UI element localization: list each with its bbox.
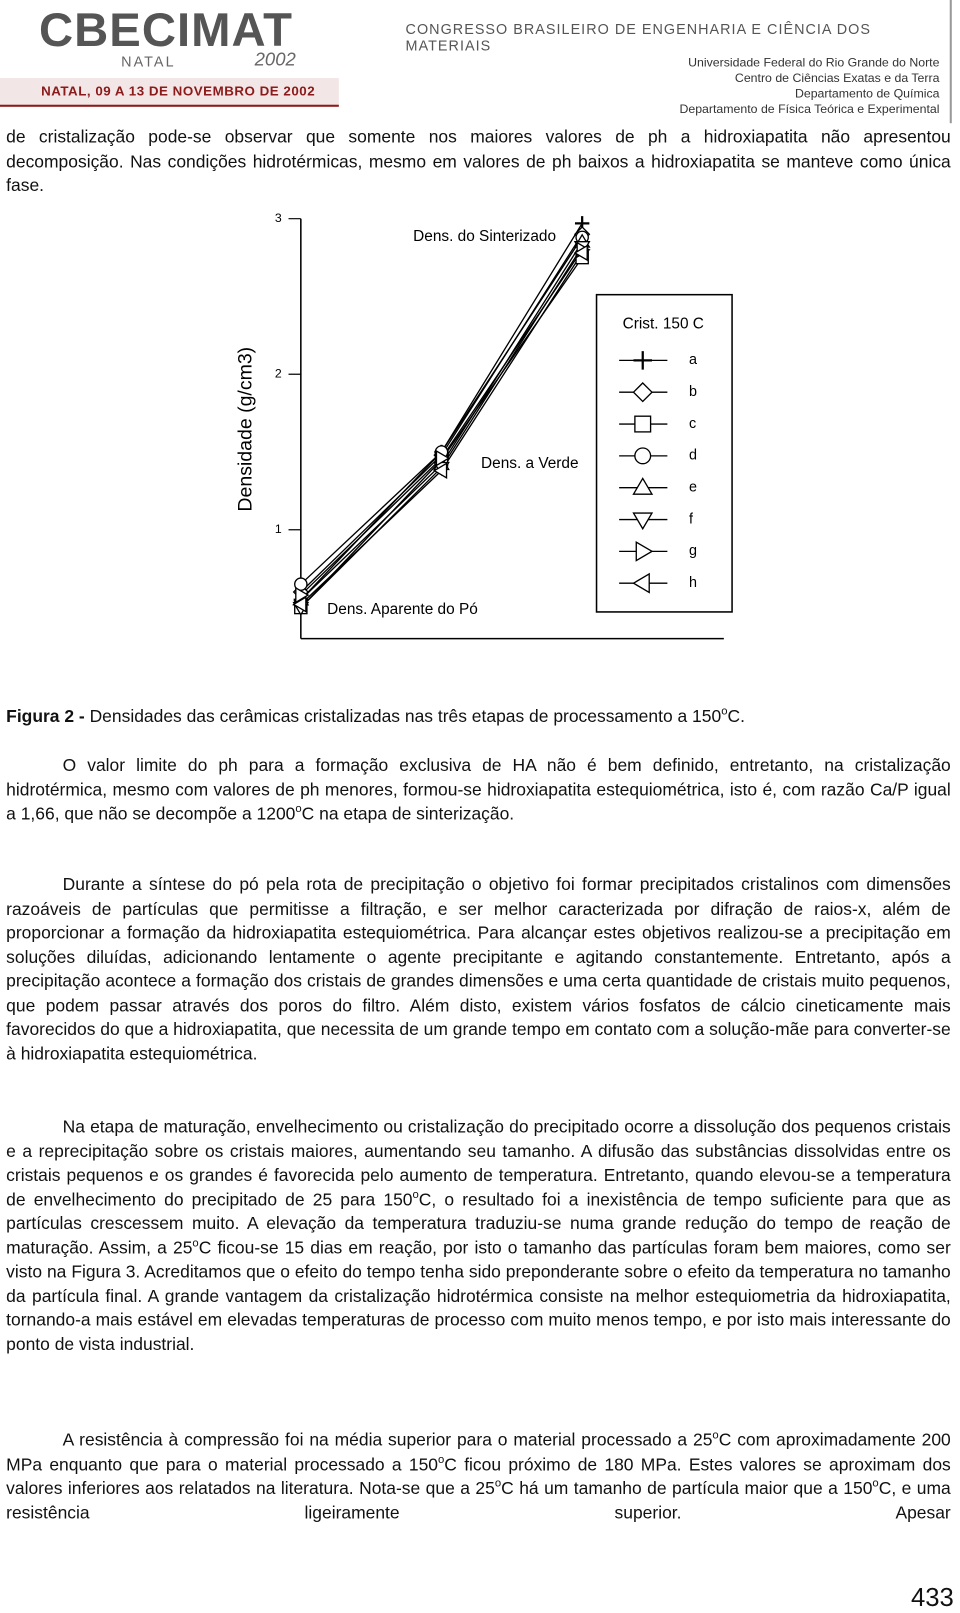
- y-axis-label: Densidade (g/cm3): [235, 347, 257, 512]
- institution-line: Centro de Ciências Exatas e da Terra: [734, 70, 940, 86]
- legend-label: b: [689, 384, 697, 400]
- date-band: [0, 78, 339, 107]
- y-tick-label: 3: [275, 211, 282, 225]
- logo: CBECIMAT: [39, 3, 293, 57]
- legend-label: d: [689, 448, 697, 464]
- data-point: [435, 449, 451, 467]
- text-run: Durante a síntese do pó pela rota de pre…: [6, 874, 951, 1064]
- legend-title: Crist. 150 C: [623, 316, 704, 333]
- stage-annotation: Dens. do Sinterizado: [413, 228, 556, 245]
- series-line: [300, 241, 583, 601]
- logo-city: NATAL: [121, 53, 176, 70]
- legend-marker: [634, 447, 652, 465]
- data-point: [573, 244, 588, 262]
- superscript: o: [494, 1477, 502, 1490]
- stage-annotation: Dens. Aparente do Pó: [327, 601, 478, 618]
- paragraph: de cristalização pode-se observar que so…: [6, 125, 951, 197]
- superscript: o: [412, 1188, 419, 1201]
- legend-marker: [633, 351, 652, 370]
- institution: Universidade Federal do Rio Grande do No…: [679, 55, 939, 117]
- superscript: o: [438, 1453, 445, 1466]
- legend-box: [595, 293, 733, 613]
- series-line: [300, 236, 583, 585]
- text-run: C ficou próximo de 180 MPa. Estes valore…: [6, 1454, 951, 1499]
- text-run: Densidades das cerâmicas cristalizadas n…: [84, 706, 722, 726]
- legend-label: f: [689, 511, 694, 527]
- legend-label: g: [689, 543, 697, 559]
- text-run: C há um tamanho de partícula maior que a…: [501, 1478, 873, 1499]
- data-point: [292, 596, 307, 613]
- header-rule: [949, 0, 952, 124]
- text-run: A resistência à compressão foi na média …: [62, 1430, 713, 1450]
- page-number: 433: [911, 1583, 954, 1612]
- congress-title: CONGRESSO BRASILEIRO DE ENGENHARIA E CIÊ…: [405, 20, 872, 54]
- paragraph: A resistência à compressão foi na média …: [6, 1428, 951, 1525]
- series-line: [300, 223, 583, 601]
- text-run: C, e uma resistência ligeiramente superi…: [6, 1478, 951, 1523]
- header: CBECIMAT NATAL 2002 NATAL, 09 A 13 DE NO…: [0, 0, 960, 125]
- legend-marker: [632, 382, 653, 403]
- legend-marker: [632, 477, 654, 495]
- superscript: o: [295, 802, 302, 816]
- text-run: de cristalização pode-se observar que so…: [6, 127, 951, 196]
- legend-label: h: [689, 575, 697, 591]
- legend-marker: [632, 572, 650, 594]
- caption-label: Figura 2 -: [6, 706, 85, 726]
- figure-caption: Figura 2 - Densidades das cerâmicas cris…: [6, 704, 951, 728]
- logo-year: 2002: [254, 49, 296, 70]
- superscript: o: [192, 1236, 199, 1250]
- text-run: C com aproximadamente 200 MPa enquanto q…: [6, 1430, 951, 1474]
- congress-dates: NATAL, 09 A 13 DE NOVEMBRO DE 2002: [41, 83, 316, 99]
- superscript: o: [721, 705, 728, 718]
- legend-label: a: [689, 352, 697, 368]
- superscript: o: [712, 1429, 719, 1442]
- paragraph: Durante a síntese do pó pela rota de pre…: [6, 873, 951, 1066]
- paragraph: Na etapa de maturação, envelhecimento ou…: [6, 1115, 951, 1356]
- data-point: [432, 462, 448, 480]
- chart: Densidade (g/cm3) Crist. 150 C 1 2 3 Dens. …: [235, 211, 733, 640]
- text-run: Na etapa de maturação, envelhecimento ou…: [6, 1117, 951, 1209]
- y-tick-label: 1: [275, 522, 282, 536]
- legend-marker: [632, 512, 654, 531]
- text-run: C, o resultado foi a inexistência de tem…: [6, 1189, 951, 1258]
- data-point: [295, 586, 310, 604]
- text-run: O valor limite do ph para a formação exc…: [6, 755, 951, 824]
- legend-marker: [634, 415, 652, 433]
- paragraph: O valor limite do ph para a formação exc…: [6, 754, 951, 826]
- legend-label: c: [689, 416, 696, 432]
- institution-line: Universidade Federal do Rio Grande do No…: [688, 55, 940, 70]
- text-run: C ficou-se 15 dias em reação, por isto o…: [6, 1237, 951, 1354]
- text-run: C.: [727, 706, 745, 726]
- institution-line: Departamento de Física Teórica e Experim…: [679, 101, 940, 117]
- y-tick-label: 2: [275, 366, 282, 380]
- text-run: C na etapa de sinterização.: [301, 803, 515, 824]
- series-line: [300, 233, 583, 593]
- stage-annotation: Dens. a Verde: [481, 455, 579, 472]
- institution-line: Departamento de Química: [794, 86, 940, 101]
- superscript: o: [872, 1477, 879, 1490]
- legend-label: e: [689, 479, 697, 495]
- legend-marker: [635, 540, 654, 562]
